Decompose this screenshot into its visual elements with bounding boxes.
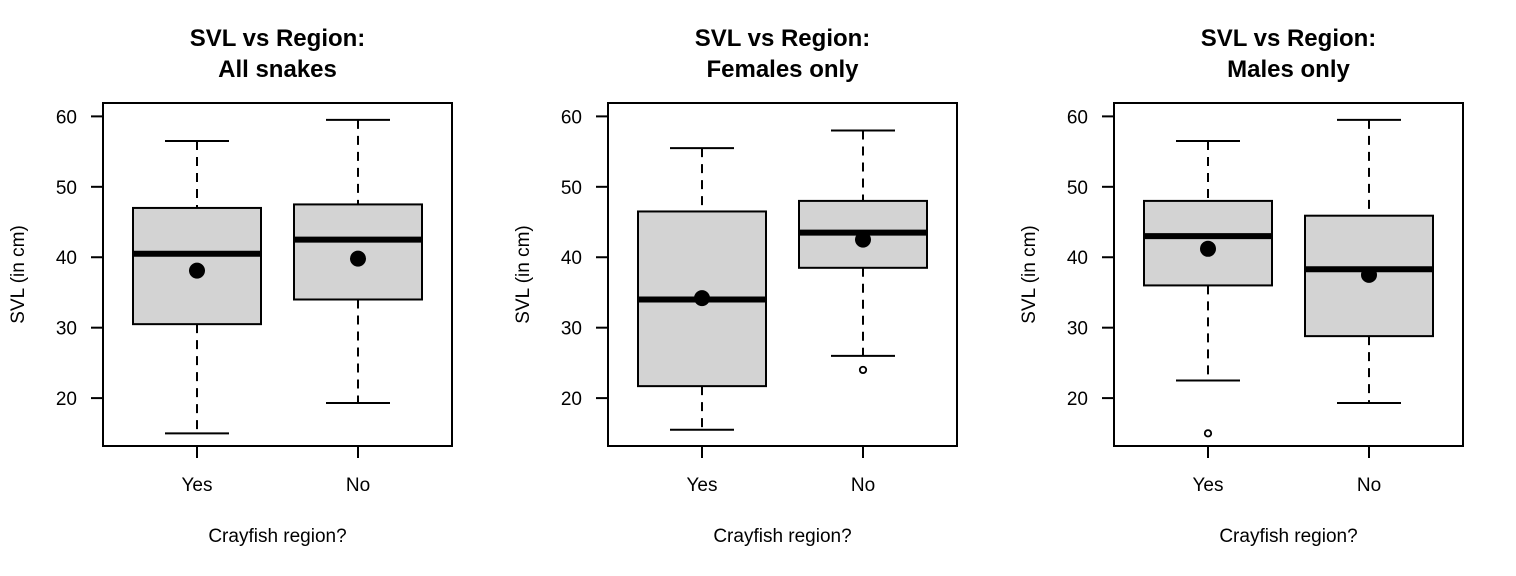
- box-yes: [637, 147, 767, 431]
- outlier-point: [1203, 429, 1213, 438]
- y-tick-label: 40: [1067, 248, 1088, 269]
- y-tick-label: 20: [1067, 389, 1088, 410]
- y-tick-label: 60: [56, 107, 77, 128]
- y-tick-label: 40: [561, 248, 582, 269]
- plot-frame: [607, 102, 958, 447]
- y-axis-label: SVL (in cm): [8, 225, 29, 324]
- chart-title: SVL vs Region: Females only: [695, 25, 871, 83]
- outlier-point: [858, 365, 868, 375]
- iqr-box: [1304, 214, 1434, 338]
- panel-females-only: SVL vs Region: Females only 20 30 40 50 60 Yes N…: [513, 25, 958, 547]
- chart-title-line: SVL vs Region:: [1201, 25, 1377, 52]
- panel-males-only: SVL vs Region: Males only 20 30 40 50 60 Yes No C…: [1019, 25, 1464, 547]
- y-tick-label: 30: [56, 319, 77, 340]
- box-yes: [1143, 140, 1273, 438]
- y-tick-label: 60: [561, 107, 582, 128]
- x-tick-label: No: [851, 475, 875, 496]
- x-axis-label: Crayfish region?: [208, 526, 346, 547]
- box-no: [1304, 118, 1434, 405]
- mean-marker: [694, 290, 710, 307]
- chart-title-line: Males only: [1227, 56, 1350, 83]
- chart-title-line: Females only: [706, 56, 859, 83]
- chart-title: SVL vs Region: All snakes: [190, 25, 366, 83]
- x-axis-label: Crayfish region?: [1219, 526, 1357, 547]
- x-tick-label: Yes: [182, 475, 213, 496]
- plot-frame: [1113, 102, 1464, 447]
- mean-marker: [1361, 266, 1377, 283]
- y-tick-label: 50: [561, 178, 582, 199]
- y-axis-label: SVL (in cm): [1019, 225, 1040, 324]
- chart-title: SVL vs Region: Males only: [1201, 25, 1377, 83]
- x-tick-label: Yes: [687, 475, 718, 496]
- box-no: [293, 118, 423, 405]
- x-tick-label: No: [346, 475, 370, 496]
- box-yes: [132, 140, 262, 435]
- mean-marker: [855, 231, 871, 248]
- chart-title-line: All snakes: [218, 56, 337, 83]
- y-axis-label: SVL (in cm): [513, 225, 534, 324]
- y-tick-label: 40: [56, 248, 77, 269]
- y-tick-label: 30: [1067, 319, 1088, 340]
- y-tick-label: 20: [561, 389, 582, 410]
- panel-all-snakes: SVL vs Region: All snakes 20 30 40 50 60 Yes No C…: [8, 25, 453, 547]
- chart-title-line: SVL vs Region:: [190, 25, 366, 52]
- box-no: [798, 129, 928, 375]
- mean-marker: [350, 250, 366, 267]
- x-tick-label: Yes: [1193, 475, 1224, 496]
- plot-frame: [102, 102, 453, 447]
- y-tick-label: 60: [1067, 107, 1088, 128]
- y-tick-label: 20: [56, 389, 77, 410]
- x-tick-label: No: [1357, 475, 1381, 496]
- chart-title-line: SVL vs Region:: [695, 25, 871, 52]
- x-axis-label: Crayfish region?: [713, 526, 851, 547]
- mean-marker: [189, 262, 205, 279]
- y-tick-label: 50: [1067, 178, 1088, 199]
- mean-marker: [1200, 240, 1216, 257]
- y-tick-label: 30: [561, 319, 582, 340]
- y-tick-label: 50: [56, 178, 77, 199]
